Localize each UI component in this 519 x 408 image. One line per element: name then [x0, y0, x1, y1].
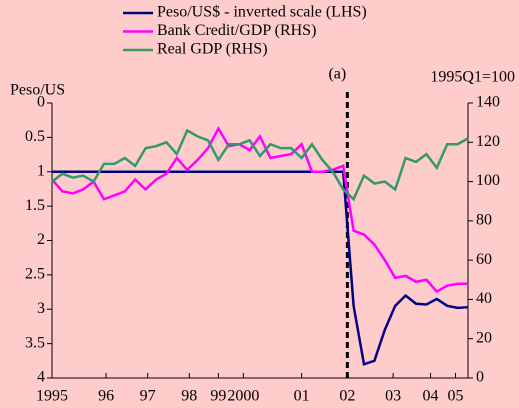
- y-tick-label: 0: [37, 94, 45, 111]
- y2-tick-label: 100: [476, 172, 500, 189]
- y-axis-label: Peso/US: [10, 82, 65, 99]
- x-tick-label: 03: [385, 388, 401, 405]
- y2-tick-label: 140: [476, 94, 500, 111]
- x-tick-label: 98: [181, 388, 197, 405]
- y-tick-label: 4: [37, 369, 45, 386]
- legend-label: Real GDP (RHS): [157, 41, 268, 58]
- x-tick-label: 1995: [36, 388, 68, 405]
- series-line: [52, 170, 469, 366]
- y2-tick-label: 120: [476, 133, 500, 150]
- x-tick-label: 05: [448, 388, 464, 405]
- y-tick-label: 1: [37, 162, 45, 179]
- x-tick-label: 01: [294, 388, 310, 405]
- y-tick-label: 1.5: [25, 197, 45, 214]
- y-tick-label: 3: [37, 300, 45, 317]
- x-tick-label: 99: [210, 388, 226, 405]
- x-tick-label: 2000: [227, 388, 259, 405]
- y-tick-label: 2.5: [25, 266, 45, 283]
- x-tick-label: 97: [140, 388, 156, 405]
- x-tick-label: 02: [339, 388, 355, 405]
- y2-tick-label: 40: [476, 290, 492, 307]
- y2-tick-label: 0: [476, 369, 484, 386]
- legend-label: Peso/US$ - inverted scale (LHS): [157, 4, 367, 21]
- y-tick-label: 3.5: [25, 334, 45, 351]
- legend-label: Bank Credit/GDP (RHS): [157, 22, 316, 39]
- y2-tick-label: 80: [476, 212, 492, 229]
- y2-tick-label: 60: [476, 251, 492, 268]
- x-tick-label: 04: [423, 388, 439, 405]
- y-tick-label: 0.5: [25, 128, 45, 145]
- y2-axis-label: 1995Q1=100: [430, 69, 515, 86]
- series-line: [51, 125, 468, 294]
- y2-tick-label: 20: [476, 329, 492, 346]
- annotation-label: (a): [328, 66, 346, 83]
- y-tick-label: 2: [37, 231, 45, 248]
- series-line: [51, 128, 469, 202]
- x-tick-label: 96: [98, 388, 114, 405]
